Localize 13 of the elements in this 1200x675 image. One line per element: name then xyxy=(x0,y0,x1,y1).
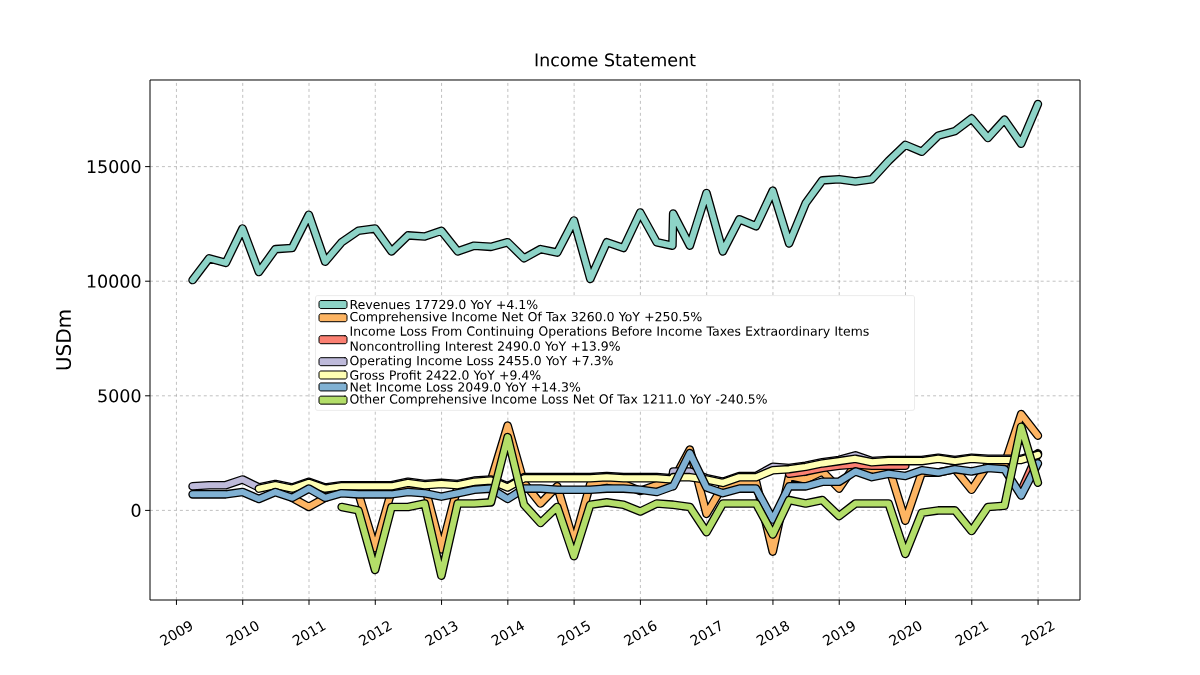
y-tick-label: 15000 xyxy=(87,160,141,174)
y-tick-label: 10000 xyxy=(87,274,141,288)
chart-title: Income Statement xyxy=(535,53,696,67)
legend-label: Other Comprehensive Income Loss Net Of Tax 1211.0 YoY -240.5% xyxy=(350,394,767,407)
legend-label: Comprehensive Income Net Of Tax 3260.0 YoY +250.5% xyxy=(350,311,702,324)
legend-label: Operating Income Loss 2455.0 YoY +7.3% xyxy=(350,355,613,368)
y-axis-title: USDm xyxy=(55,310,72,370)
legend-label: Revenues 17729.0 YoY +4.1% xyxy=(350,299,538,310)
legend-label: Gross Profit 2422.0 YoY +9.4% xyxy=(350,370,541,380)
legend-label: Income Loss From Continuing Operations Before Income Taxes Extraordinary Items Noncontrolling Interest 2490.0 YoY +13.9% xyxy=(350,326,869,354)
y-tick-label: 0 xyxy=(131,503,141,518)
y-tick-label: 5000 xyxy=(98,389,141,403)
legend-label: Net Income Loss 2049.0 YoY +14.3% xyxy=(350,382,581,392)
